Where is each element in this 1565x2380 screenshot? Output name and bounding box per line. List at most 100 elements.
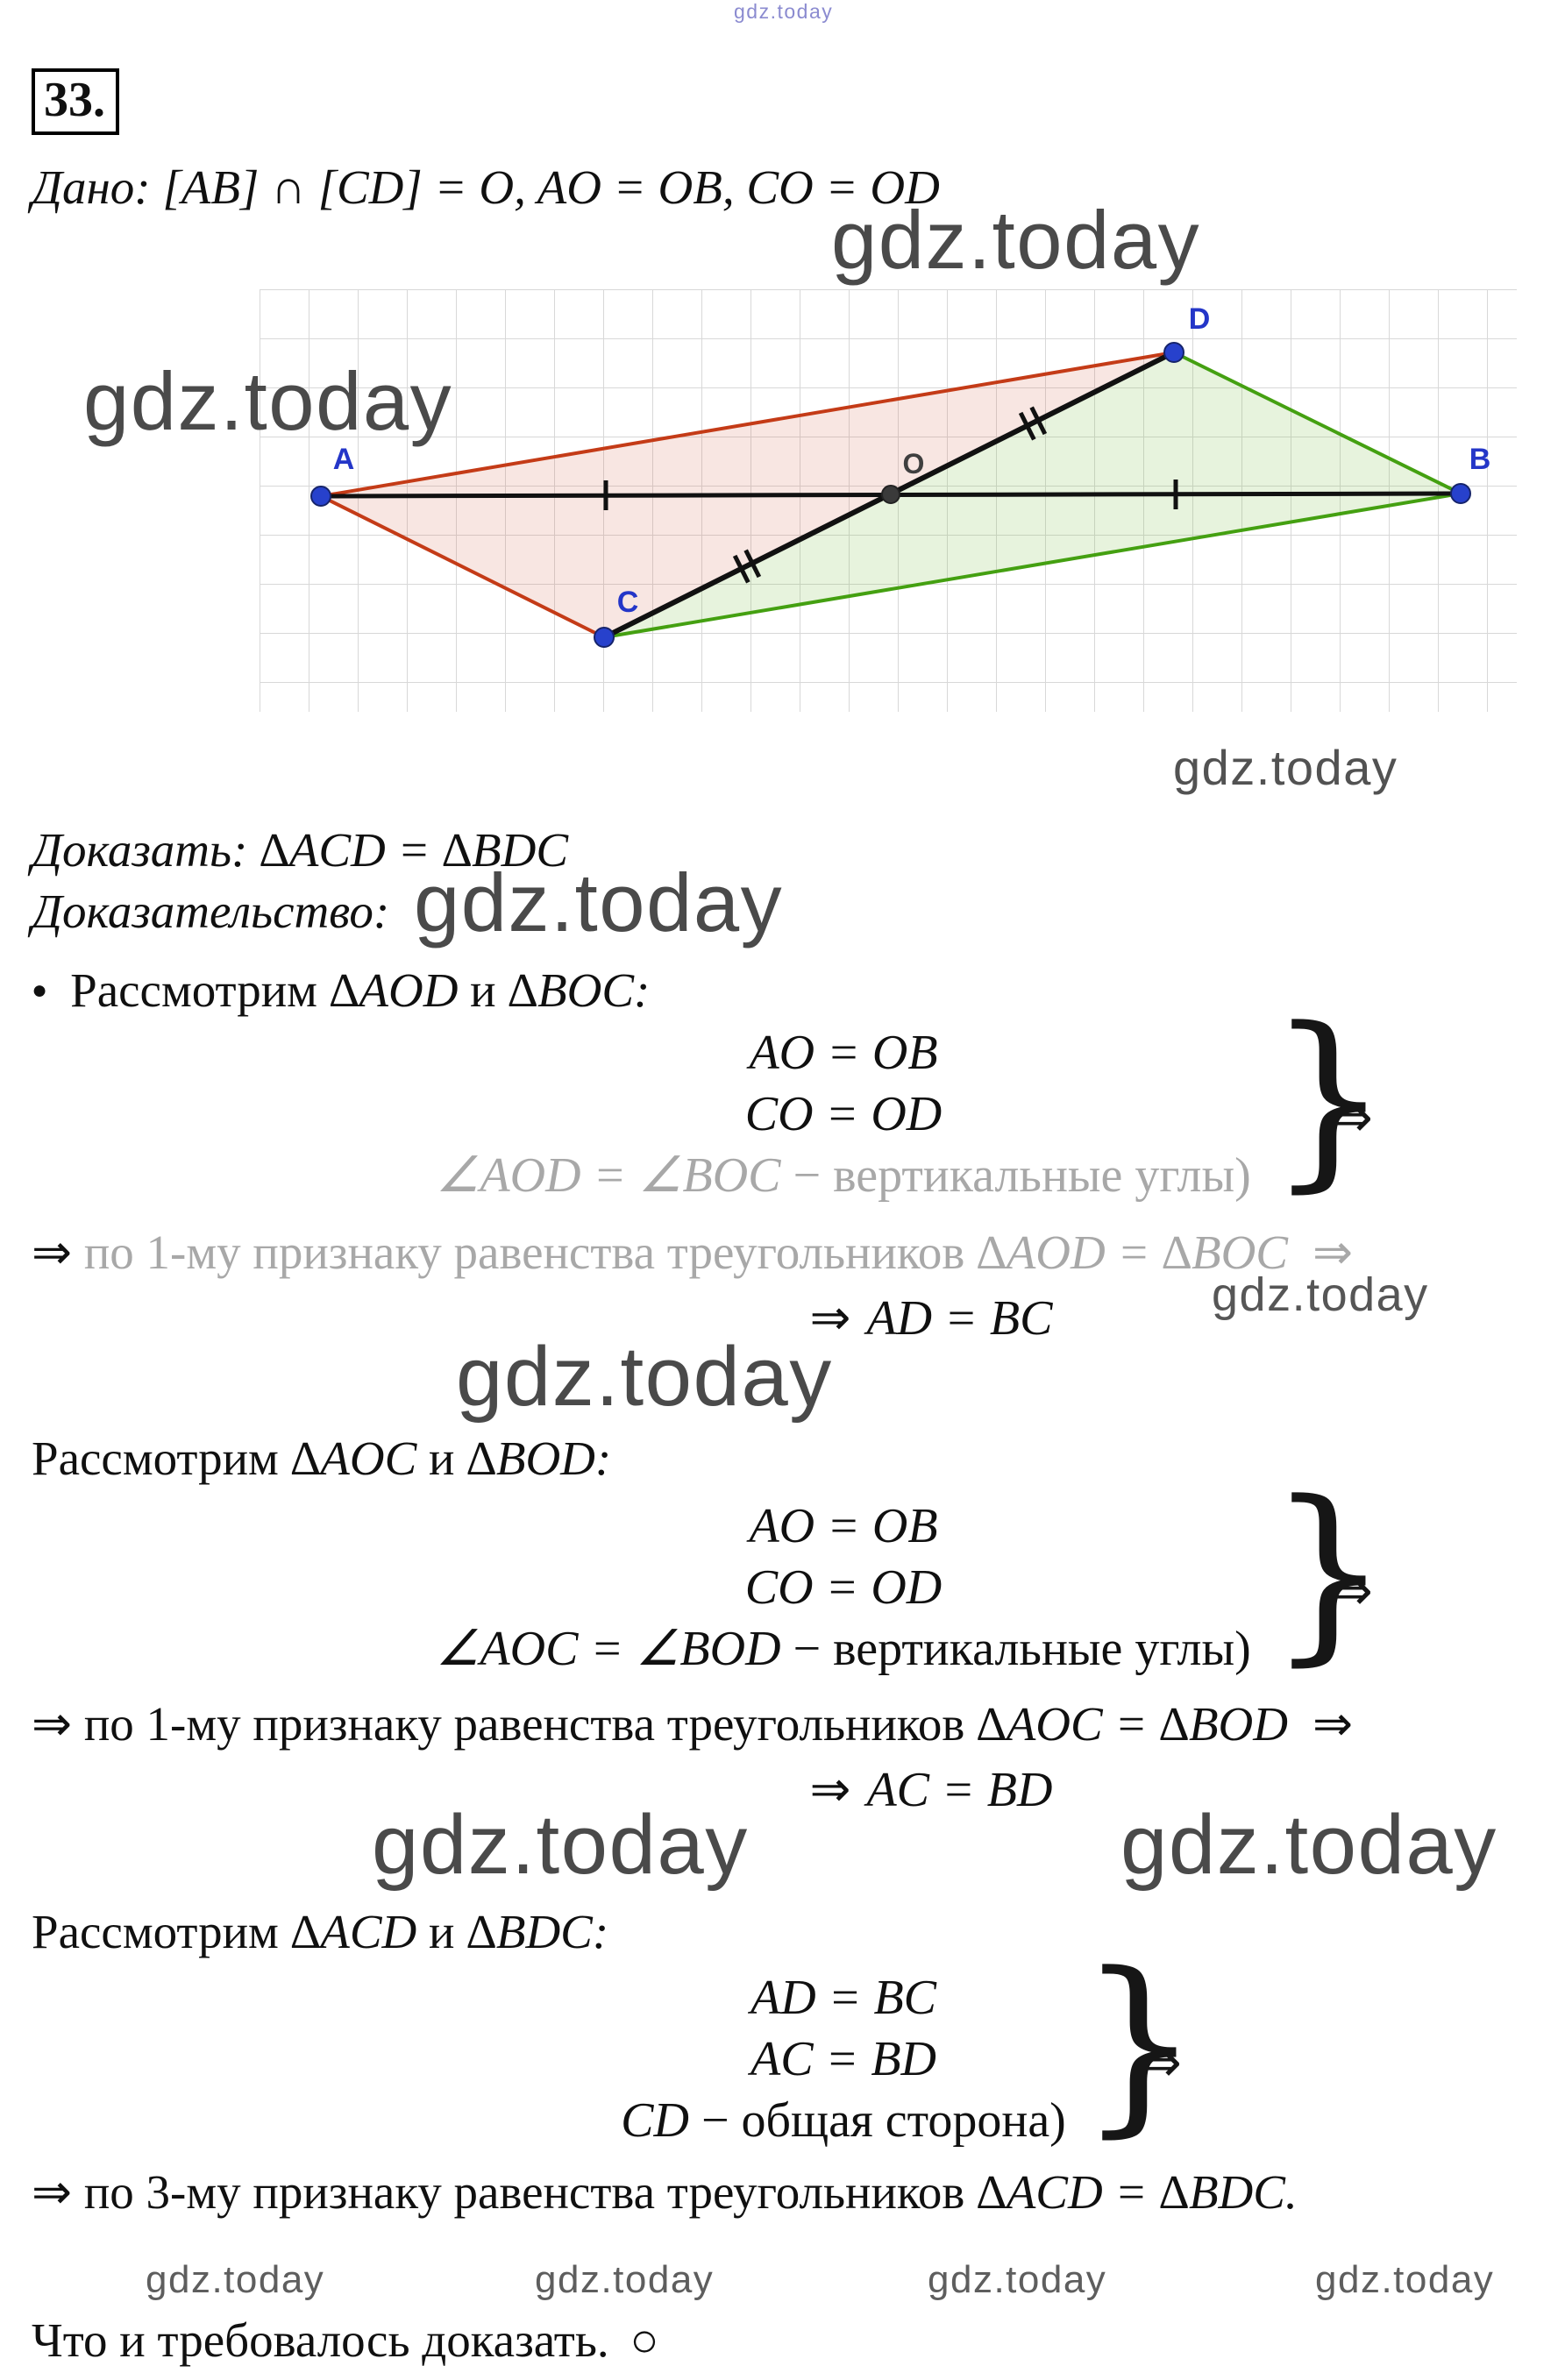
s3-eq3-row: CD − общая сторона) bbox=[230, 2092, 1457, 2150]
s1-result-row: ⇒ AD = BC bbox=[230, 1289, 1545, 1348]
point-b bbox=[1450, 483, 1471, 504]
s1-eq1: AO = OB bbox=[749, 1026, 938, 1080]
label-o: O bbox=[903, 448, 925, 480]
s1-heading-text: Рассмотрим bbox=[70, 963, 330, 1017]
watermark-section1: gdz.today bbox=[1212, 1268, 1429, 1321]
problem-number-box: 33. bbox=[32, 68, 119, 136]
edge-ac bbox=[320, 494, 605, 639]
implies-arrow-1: ⇒ bbox=[1327, 1085, 1373, 1149]
watermark-bottom-1: gdz.today bbox=[146, 2258, 325, 2301]
label-b: B bbox=[1469, 443, 1491, 476]
s3-eq1-row: AD = BC bbox=[230, 1969, 1457, 2028]
section1-conclusion: ⇒ по 1-му признаку равенства треугольник… bbox=[32, 1222, 1353, 1283]
s3-eq1: AD = BC bbox=[750, 1971, 936, 2025]
qed-text: Что и требовалось доказать. bbox=[32, 2313, 609, 2367]
s3-eq3-text: − общая сторона) bbox=[688, 2093, 1066, 2148]
s3-concl-text: по 3-му признаку равенства треугольников bbox=[72, 2165, 978, 2219]
watermark-diagram-below: gdz.today bbox=[1173, 740, 1398, 795]
s1-eq3-row: ∠AOD = ∠BOC − вертикальные углы) bbox=[230, 1147, 1457, 1205]
watermark-bottom-4: gdz.today bbox=[1315, 2258, 1495, 2301]
point-d bbox=[1163, 342, 1184, 363]
s2-result-arrow: ⇒ bbox=[809, 1761, 851, 1818]
prove-line: Доказать: ∆ACD = ∆BDC bbox=[32, 821, 568, 881]
s1-result-arrow: ⇒ bbox=[809, 1289, 851, 1346]
watermark-row2-left: gdz.today bbox=[372, 1798, 749, 1892]
s1-eq2-row: CO = OD bbox=[230, 1085, 1457, 1144]
label-d: D bbox=[1189, 302, 1211, 336]
s1-concl-text: по 1-му признаку равенства треугольников bbox=[72, 1226, 978, 1279]
given-label: Дано: bbox=[32, 160, 163, 214]
given-math: [AB] ∩ [CD] = O, AO = OB, CO = OD bbox=[162, 160, 940, 214]
s2-concl-text: по 1-му признаку равенства треугольников bbox=[72, 1697, 978, 1751]
s2-heading-conj: и bbox=[416, 1432, 467, 1485]
system-brace-3: } bbox=[1078, 1933, 1200, 2155]
s2-heading-text: Рассмотрим bbox=[32, 1432, 291, 1485]
s1-result: AD = BC bbox=[866, 1291, 1053, 1346]
watermark-top: gdz.today bbox=[831, 194, 1201, 286]
s2-result-row: ⇒ AC = BD bbox=[230, 1760, 1545, 1820]
given-line: Дано: [AB] ∩ [CD] = O, AO = OB, CO = OD bbox=[32, 158, 940, 218]
s2-eq2-row: CO = OD bbox=[230, 1559, 1457, 1617]
system-brace-1: } bbox=[1268, 988, 1390, 1210]
s1-heading-conj: и bbox=[458, 963, 509, 1017]
bullet-icon: ● bbox=[32, 976, 48, 1005]
proof-label-line: Доказательство: bbox=[32, 882, 389, 942]
watermark-center: gdz.today bbox=[456, 1330, 833, 1424]
section1-heading: ● Рассмотрим ∆AOD и ∆BOC: bbox=[32, 961, 650, 1021]
edge-cb bbox=[603, 492, 1462, 639]
geometry-diagram: A B C D O bbox=[260, 289, 1517, 712]
section2-conclusion: ⇒ по 1-му признаку равенства треугольник… bbox=[32, 1694, 1353, 1755]
s3-heading-m1: ∆ACD bbox=[290, 1905, 417, 1958]
double-tick-co bbox=[732, 549, 762, 584]
s3-eq2: AC = BD bbox=[750, 2032, 936, 2086]
watermark-top-tiny: gdz.today bbox=[734, 0, 834, 23]
s3-heading-m2: ∆BDC: bbox=[466, 1905, 609, 1958]
point-a bbox=[310, 486, 331, 507]
s2-concl-arrow-trail: ⇒ bbox=[1312, 1695, 1354, 1751]
s2-eq3-row: ∠AOC = ∠BOD − вертикальные углы) bbox=[230, 1620, 1457, 1679]
s3-eq3-math: CD bbox=[621, 2093, 689, 2148]
s2-heading-m1: ∆AOC bbox=[290, 1432, 417, 1485]
s1-concl-arrow-lead: ⇒ bbox=[32, 1224, 73, 1280]
s3-eq2-row: AC = BD bbox=[230, 2030, 1457, 2089]
s2-concl-math: ∆AOC = ∆BOD bbox=[977, 1697, 1288, 1751]
s1-heading-m2: ∆BOC: bbox=[508, 963, 651, 1017]
edge-db bbox=[1173, 351, 1462, 495]
proof-label: Доказательство: bbox=[32, 885, 390, 938]
diagram-svg: A B C D O bbox=[310, 302, 1491, 648]
s2-eq1: AO = OB bbox=[749, 1499, 938, 1553]
prove-math: ∆ACD = ∆BDC bbox=[260, 823, 569, 877]
point-c bbox=[594, 627, 615, 648]
s1-concl-arrow-trail: ⇒ bbox=[1312, 1224, 1354, 1280]
s1-eq2: CO = OD bbox=[744, 1087, 943, 1141]
s2-concl-arrow-lead: ⇒ bbox=[32, 1695, 73, 1751]
s1-eq1-row: AO = OB bbox=[230, 1024, 1457, 1083]
watermark-row2-right: gdz.today bbox=[1120, 1798, 1497, 1892]
s2-eq2: CO = OD bbox=[744, 1560, 943, 1615]
edge-ad bbox=[320, 351, 1175, 498]
double-tick-od bbox=[1018, 406, 1048, 441]
system-brace-2: } bbox=[1268, 1461, 1390, 1683]
s2-eq1-row: AO = OB bbox=[230, 1497, 1457, 1556]
label-c: C bbox=[617, 586, 639, 619]
qed-line: Что и требовалось доказать. ○ bbox=[32, 2311, 659, 2371]
problem-number: 33. bbox=[44, 73, 105, 127]
s2-result: AC = BD bbox=[866, 1763, 1053, 1817]
s3-concl-math: ∆ACD = ∆BDC. bbox=[977, 2165, 1298, 2219]
s1-eq3-text: − вертикальные углы) bbox=[780, 1148, 1251, 1203]
section3-conclusion: ⇒ по 3-му признаку равенства треугольник… bbox=[32, 2162, 1298, 2223]
s3-concl-arrow-lead: ⇒ bbox=[32, 2163, 73, 2220]
s1-concl-math: ∆AOD = ∆BOC bbox=[977, 1226, 1288, 1279]
watermark-bottom-2: gdz.today bbox=[535, 2258, 715, 2301]
s3-heading-text: Рассмотрим bbox=[32, 1905, 291, 1958]
label-a: A bbox=[333, 443, 355, 476]
s2-eq3-text: − вертикальные углы) bbox=[780, 1622, 1251, 1676]
watermark-proof: gdz.today bbox=[414, 856, 784, 948]
implies-arrow-2: ⇒ bbox=[1327, 1559, 1373, 1623]
prove-label: Доказать: bbox=[32, 823, 260, 877]
implies-arrow-3: ⇒ bbox=[1136, 2030, 1182, 2094]
qed-circle-icon: ○ bbox=[630, 2313, 659, 2367]
point-o bbox=[881, 485, 900, 504]
section2-heading: Рассмотрим ∆AOC и ∆BOD: bbox=[32, 1429, 611, 1489]
